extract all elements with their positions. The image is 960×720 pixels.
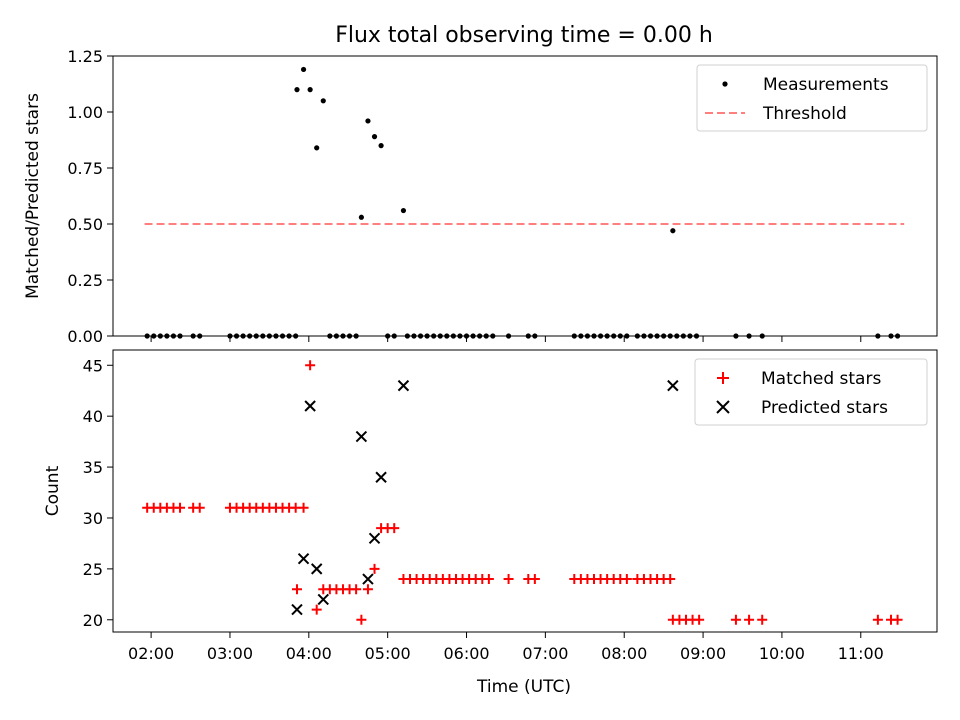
matched-point <box>503 574 514 585</box>
x-tick-label: 04:00 <box>286 644 332 663</box>
legend-label: Threshold <box>762 104 847 124</box>
legend-label: Measurements <box>763 75 889 95</box>
x-tick-label: 08:00 <box>601 644 647 663</box>
x-tick-label: 02:00 <box>128 644 174 663</box>
predicted-point <box>667 379 679 392</box>
x-tick-label: 06:00 <box>443 644 489 663</box>
top-y-tick-label: 1.25 <box>67 47 103 66</box>
matched-point <box>369 563 380 574</box>
matched-point <box>362 584 373 595</box>
x-tick-label: 11:00 <box>838 644 884 663</box>
matched-point <box>291 584 302 595</box>
predicted-point <box>297 552 310 565</box>
predicted-point <box>355 430 368 443</box>
matched-point <box>892 614 903 625</box>
matched-point <box>305 360 316 371</box>
measurement-point <box>294 87 300 93</box>
predicted-point <box>362 573 374 585</box>
predicted-point <box>317 593 329 606</box>
legend-marker-measurements <box>722 81 728 87</box>
x-tick-label: 10:00 <box>759 644 805 663</box>
legend-marker-matched <box>717 372 729 384</box>
predicted-point <box>397 379 410 392</box>
matched-point <box>351 584 362 595</box>
bottom-y-tick-label: 40 <box>83 407 103 426</box>
matched-point <box>529 574 540 585</box>
matched-point <box>665 574 676 585</box>
top-y-tick-label: 0.25 <box>67 271 103 290</box>
measurement-point <box>300 66 307 73</box>
top-axes-frame <box>112 55 938 337</box>
measurement-point <box>400 207 407 214</box>
measurement-point <box>371 134 378 140</box>
bottom-y-tick-label: 35 <box>83 458 103 477</box>
bottom-y-tick-label: 30 <box>83 509 103 528</box>
matched-point <box>356 614 367 625</box>
bottom-series-matched-stars <box>142 360 903 625</box>
bottom-panel: Count 20 25 30 35 40 45 02:00 03:00 04:00 05:00 06:… <box>43 349 938 663</box>
matched-point <box>730 614 741 625</box>
x-tick-label: 09:00 <box>680 644 726 663</box>
matched-point <box>311 604 322 615</box>
legend-marker-predicted <box>716 400 730 414</box>
bottom-axes-frame <box>112 349 938 633</box>
measurement-point <box>314 145 320 151</box>
matched-point <box>298 502 309 513</box>
legend-label: Matched stars <box>761 369 881 389</box>
x-axis-label: Time (UTC) <box>476 677 571 697</box>
measurement-point <box>670 228 676 234</box>
measurement-point <box>307 87 313 93</box>
bottom-y-axis-label: Count <box>43 465 63 516</box>
matched-point <box>757 614 768 625</box>
predicted-point <box>368 532 381 545</box>
bottom-y-tick-label: 45 <box>83 356 103 375</box>
predicted-point <box>375 471 387 483</box>
matched-point <box>872 614 883 625</box>
top-y-tick-label: 0.75 <box>67 159 103 178</box>
matched-point <box>694 614 705 625</box>
predicted-point <box>310 563 323 575</box>
top-y-tick-label: 1.00 <box>67 103 103 122</box>
top-y-tick-label: 0.00 <box>67 327 103 346</box>
bottom-series-predicted-stars <box>291 379 679 616</box>
bottom-y-tick-label: 20 <box>83 611 103 630</box>
bottom-y-tick-label: 25 <box>83 560 103 579</box>
legend-label: Predicted stars <box>761 398 888 418</box>
x-tick-label: 07:00 <box>522 644 568 663</box>
predicted-point <box>291 603 303 616</box>
matched-point <box>483 574 494 585</box>
matched-point <box>744 614 755 625</box>
chart-title: Flux total observing time = 0.00 h <box>335 23 713 48</box>
matched-point <box>175 502 186 513</box>
top-legend <box>696 64 928 132</box>
matched-point <box>621 574 632 585</box>
top-panel: Matched/Predicted stars 0.00 0.25 0.50 0.75 1… <box>23 47 938 346</box>
measurement-point <box>365 118 371 124</box>
x-tick-label: 05:00 <box>365 644 411 663</box>
matched-point <box>389 523 400 534</box>
measurement-point <box>378 143 384 149</box>
bottom-legend <box>694 358 928 426</box>
top-y-axis-label: Matched/Predicted stars <box>23 93 43 299</box>
x-tick-label: 03:00 <box>207 644 253 663</box>
matched-point <box>194 502 205 513</box>
top-y-tick-label: 0.50 <box>67 215 103 234</box>
measurement-point <box>320 98 326 104</box>
predicted-point <box>304 400 316 412</box>
measurement-point <box>358 214 364 220</box>
